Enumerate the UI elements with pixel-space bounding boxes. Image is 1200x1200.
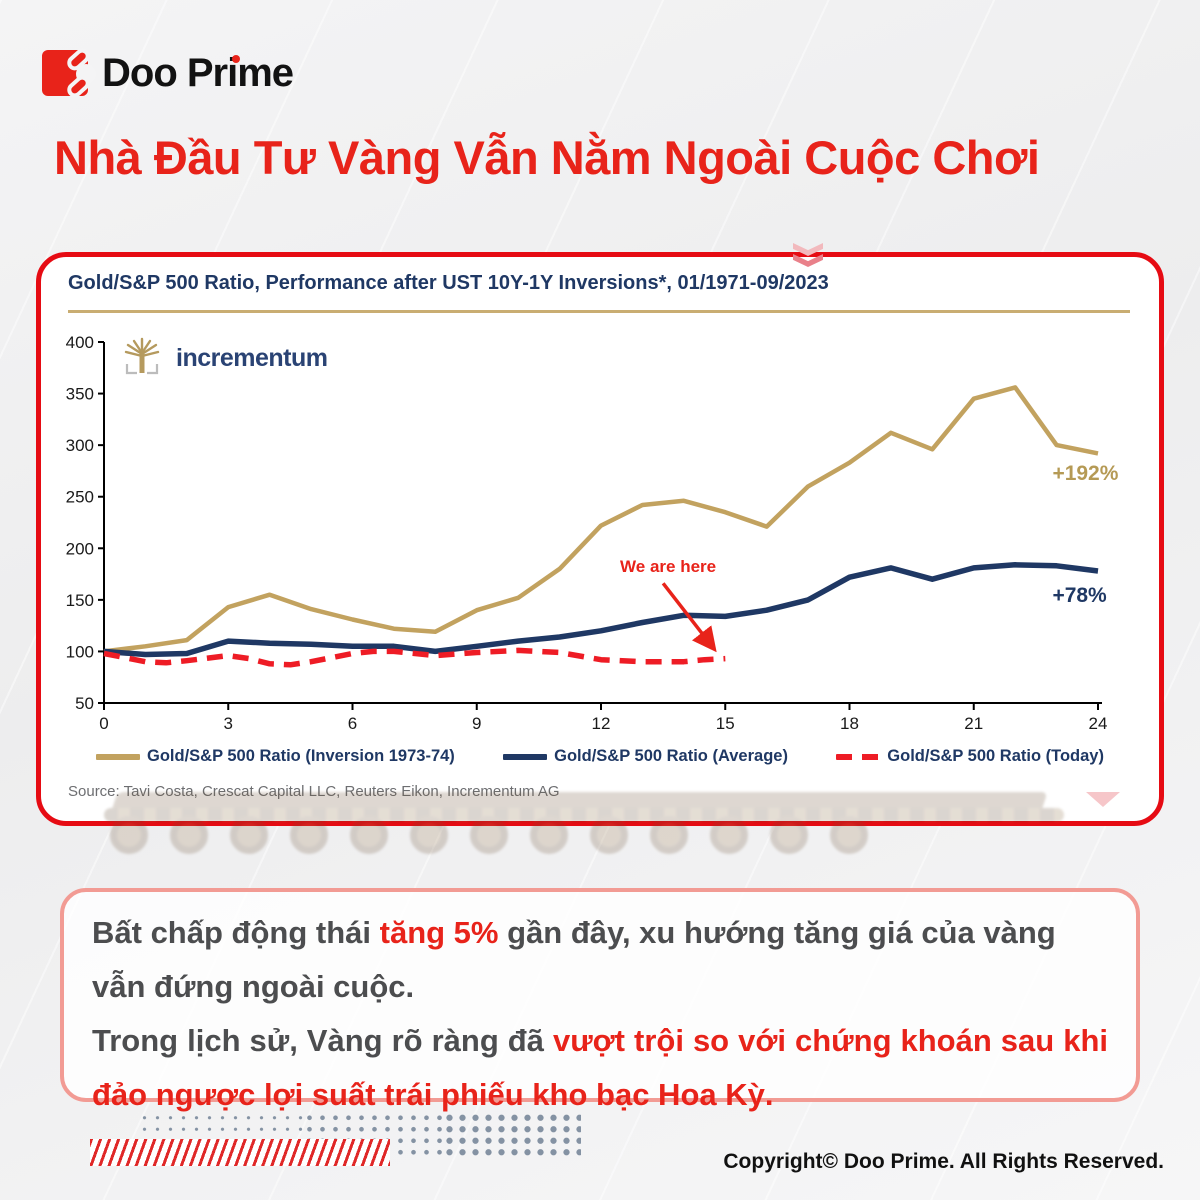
svg-text:18: 18 bbox=[840, 714, 859, 733]
legend-item: Gold/S&P 500 Ratio (Inversion 1973-74) bbox=[96, 747, 455, 766]
incrementum-tree-icon bbox=[124, 337, 160, 375]
svg-text:100: 100 bbox=[66, 642, 94, 661]
legend-item: Gold/S&P 500 Ratio (Today) bbox=[836, 747, 1104, 766]
svg-text:9: 9 bbox=[472, 714, 481, 733]
svg-text:50: 50 bbox=[75, 694, 94, 713]
body-text: Trong lịch sử, Vàng rõ ràng đã bbox=[92, 1023, 553, 1058]
legend-swatch-line bbox=[96, 753, 140, 760]
doo-prime-logo-icon bbox=[42, 50, 96, 96]
incrementum-logo-text: incrementum bbox=[176, 343, 328, 372]
svg-text:+78%: +78% bbox=[1052, 584, 1107, 607]
svg-text:21: 21 bbox=[964, 714, 983, 733]
svg-text:0: 0 bbox=[99, 714, 108, 733]
svg-text:200: 200 bbox=[66, 539, 94, 558]
svg-text:350: 350 bbox=[66, 385, 94, 404]
svg-text:12: 12 bbox=[592, 714, 611, 733]
copyright-text: Copyright© Doo Prime. All Rights Reserve… bbox=[723, 1150, 1164, 1173]
page-title: Nhà Đầu Tư Vàng Vẫn Nằm Ngoài Cuộc Chơi bbox=[54, 131, 1040, 184]
highlighted-text: tăng 5% bbox=[379, 915, 499, 950]
svg-text:300: 300 bbox=[66, 436, 94, 455]
logo-i-dot bbox=[232, 55, 240, 63]
callout-paragraph-1: Bất chấp động thái tăng 5% gần đây, xu h… bbox=[92, 906, 1108, 1014]
doo-prime-logo-text: Doo Prime bbox=[102, 50, 294, 95]
svg-text:250: 250 bbox=[66, 488, 94, 507]
svg-text:We are here: We are here bbox=[620, 557, 716, 576]
highlighted-text: vượt trội so với chứng khoán sau khi đảo… bbox=[92, 1023, 1109, 1112]
callout-box: Bất chấp động thái tăng 5% gần đây, xu h… bbox=[60, 888, 1140, 1112]
body-text: Bất chấp động thái bbox=[92, 915, 380, 950]
chart-svg: 50 100 150 200 250 300 350 400 0 3 6 9 12 15 18 21 24 +19… bbox=[66, 333, 1119, 733]
hatched-bar-decoration bbox=[90, 1139, 390, 1166]
legend-label: Gold/S&P 500 Ratio (Average) bbox=[554, 747, 788, 765]
legend-label: Gold/S&P 500 Ratio (Today) bbox=[887, 747, 1104, 765]
title-divider bbox=[68, 310, 1130, 313]
body-text: gần đây, xu hướng tăng giá của vàng vẫn … bbox=[92, 915, 1056, 1004]
svg-text:24: 24 bbox=[1089, 714, 1108, 733]
legend-swatch-dashed bbox=[836, 753, 881, 760]
svg-text:15: 15 bbox=[716, 714, 735, 733]
svg-text:+192%: +192% bbox=[1052, 462, 1118, 485]
legend-item: Gold/S&P 500 Ratio (Average) bbox=[503, 747, 788, 766]
doo-prime-logo: Doo Prime bbox=[42, 50, 294, 96]
svg-text:400: 400 bbox=[66, 333, 94, 352]
chart-panel: Gold/S&P 500 Ratio, Performance after US… bbox=[36, 252, 1164, 826]
incrementum-logo: incrementum bbox=[120, 336, 328, 380]
chart-legend: Gold/S&P 500 Ratio (Inversion 1973-74) Go… bbox=[96, 747, 1104, 766]
source-note: Source: Tavi Costa, Crescat Capital LLC,… bbox=[68, 783, 560, 800]
legend-swatch-line bbox=[503, 753, 548, 760]
callout-paragraph-2: Trong lịch sử, Vàng rõ ràng đã vượt trội… bbox=[92, 1014, 1108, 1122]
svg-text:150: 150 bbox=[66, 591, 94, 610]
svg-text:6: 6 bbox=[348, 714, 357, 733]
legend-label: Gold/S&P 500 Ratio (Inversion 1973-74) bbox=[147, 747, 455, 765]
svg-text:3: 3 bbox=[224, 714, 233, 733]
chart-title: Gold/S&P 500 Ratio, Performance after US… bbox=[68, 272, 829, 294]
